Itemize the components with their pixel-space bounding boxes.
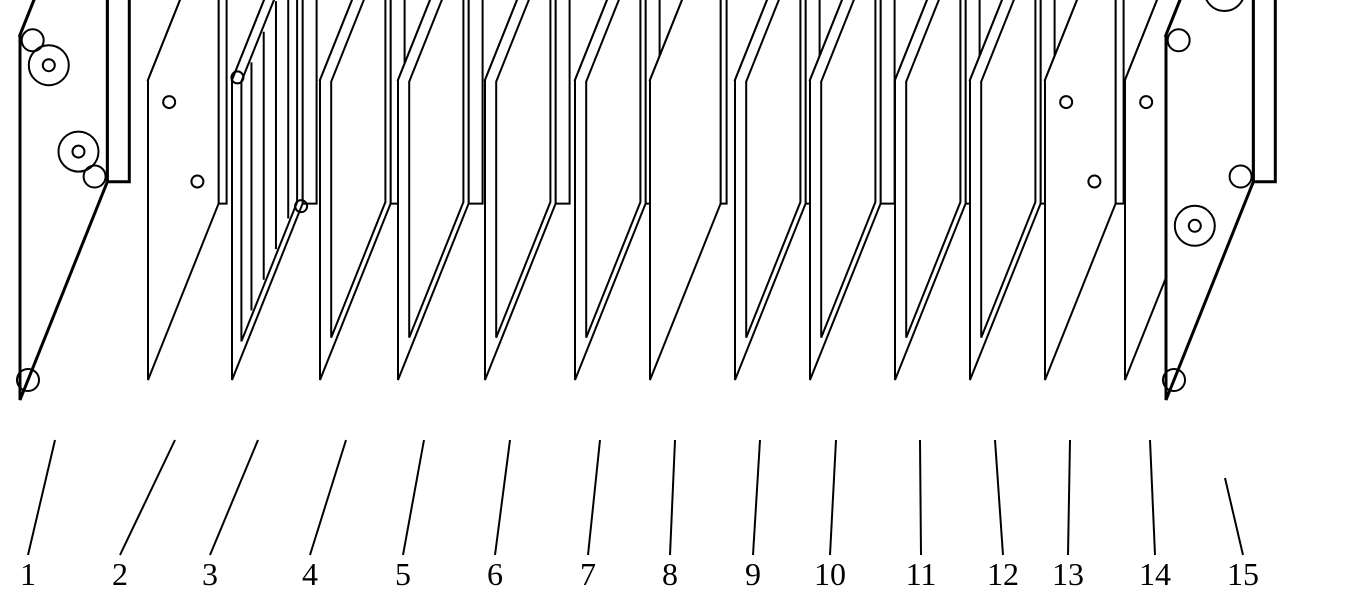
plate-label-1: 1 <box>20 556 36 592</box>
leader-line-12 <box>995 440 1003 555</box>
plate-label-9: 9 <box>745 556 761 592</box>
leader-line-7 <box>588 440 600 555</box>
plate-label-10: 10 <box>814 556 846 592</box>
plate-15 <box>1163 0 1275 400</box>
plate-label-6: 6 <box>487 556 503 592</box>
plate-12 <box>970 0 1055 380</box>
plate-13 <box>1045 0 1124 380</box>
plate-label-7: 7 <box>580 556 596 592</box>
leader-line-2 <box>120 440 175 555</box>
plate-9 <box>735 0 820 380</box>
leader-line-3 <box>210 440 258 555</box>
plate-label-12: 12 <box>987 556 1019 592</box>
plate-label-2: 2 <box>112 556 128 592</box>
plate-label-14: 14 <box>1139 556 1171 592</box>
leader-line-13 <box>1068 440 1070 555</box>
plate-8 <box>650 0 727 380</box>
plate-7 <box>575 0 660 380</box>
leader-line-8 <box>670 440 675 555</box>
plate-5 <box>398 0 483 380</box>
leader-line-4 <box>310 440 346 555</box>
leader-line-10 <box>830 440 836 555</box>
plate-10 <box>810 0 895 380</box>
plate-label-15: 15 <box>1227 556 1259 592</box>
leader-line-9 <box>753 440 760 555</box>
plate-label-4: 4 <box>302 556 318 592</box>
exploded-view-diagram: 123456789101112131415 <box>0 0 1357 596</box>
labels-layer: 123456789101112131415 <box>20 440 1259 592</box>
plate-label-13: 13 <box>1052 556 1084 592</box>
leader-line-6 <box>495 440 510 555</box>
plates-layer <box>17 0 1275 400</box>
plate-3 <box>231 0 316 380</box>
plate-label-5: 5 <box>395 556 411 592</box>
plate-6 <box>485 0 570 380</box>
leader-line-11 <box>920 440 921 555</box>
plate-label-8: 8 <box>662 556 678 592</box>
plate-label-11: 11 <box>906 556 937 592</box>
leader-line-5 <box>403 440 424 555</box>
leader-line-14 <box>1150 440 1155 555</box>
leader-line-15 <box>1225 478 1243 555</box>
plate-11 <box>895 0 980 380</box>
plate-2 <box>148 0 227 380</box>
leader-line-1 <box>28 440 55 555</box>
plate-4 <box>320 0 405 380</box>
plate-1 <box>17 0 129 400</box>
plate-label-3: 3 <box>202 556 218 592</box>
